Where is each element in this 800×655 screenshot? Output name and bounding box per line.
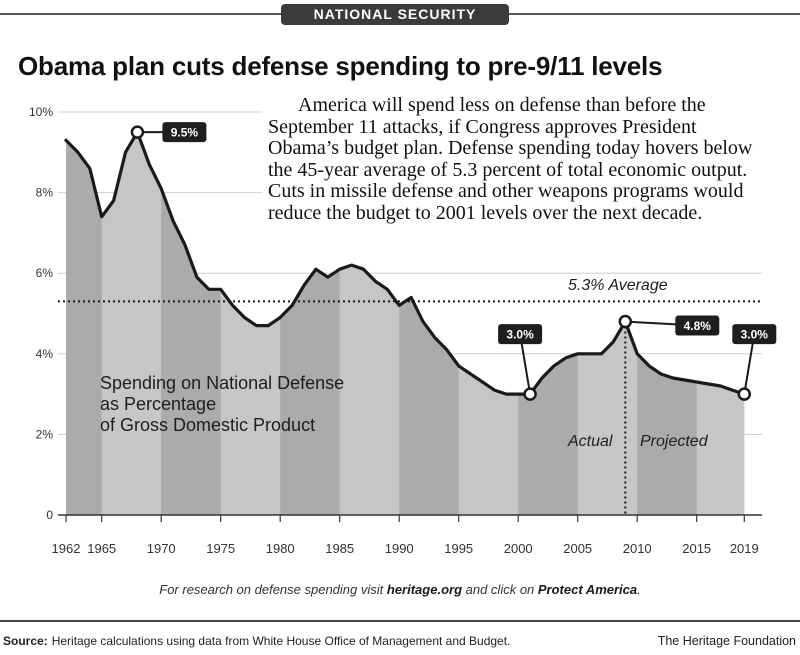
y-tick-label: 0 [46,508,53,522]
x-tick-label: 1990 [385,541,414,556]
research-note-suffix: . [637,582,641,597]
description-line: America will spend less on defense than … [298,94,706,116]
x-tick-label: 2000 [504,541,533,556]
annotation: 3.0% [498,324,543,401]
y-tick-label: 2% [36,427,54,441]
series-label-line: as Percentage [100,394,217,414]
x-axis-ticks: 1962 1965 1970 1975 1980 1985 1990 1995 2000 2005… [52,515,759,556]
data-label: 4.8% [684,319,712,333]
y-tick-label: 4% [36,347,54,361]
annotations: 9.5% 3.0% 4.8% 3.0% [130,122,777,401]
projected-label: Projected [640,433,708,450]
source-line: Source: Heritage calculations using data … [3,633,510,649]
highlight-point [130,125,145,139]
x-tick-label: 1962 [52,541,81,556]
actual-label: Actual [568,433,613,450]
x-tick-label: 1975 [206,541,235,556]
data-label: 3.0% [741,328,769,342]
x-tick-label: 1985 [325,541,354,556]
x-tick-label: 1965 [87,541,116,556]
y-axis-ticks: 10% 8% 6% 4% 2% 0 [29,105,53,522]
research-note-middle: and click on [462,582,538,597]
protect-america-text: Protect America [537,582,638,597]
highlight-point [737,387,752,401]
data-label-box [498,324,543,345]
data-label-box [675,315,720,336]
description-line: Obama’s budget plan. Defense spending to… [268,137,753,159]
x-tick-label: 2005 [563,541,592,556]
annotation: 9.5% [130,122,207,143]
highlight-point [523,387,537,401]
data-label: 3.0% [506,328,534,342]
x-tick-label: 2015 [682,541,711,556]
description-paragraph: America will spend less on defense than … [262,94,762,224]
section-banner: NATIONAL SECURITY [281,4,509,25]
research-note-prefix: For research on defense spending visit [159,582,387,597]
highlight-point [618,314,633,329]
description-line: reduce the budget to 2001 levels over th… [268,201,703,224]
y-tick-label: 6% [36,266,54,280]
annotation: 3.0% [732,324,777,401]
annotation: 4.8% [618,314,720,336]
year-band [101,132,162,515]
x-tick-label: 1995 [444,541,473,556]
data-label-box [732,324,777,345]
bottom-rule [0,620,800,622]
data-label: 9.5% [171,126,199,140]
description-line: the 45-year average of 5.3 percent of to… [268,158,748,181]
source-text: Heritage calculations using data from Wh… [51,634,511,648]
x-tick-label: 2019 [730,541,759,556]
x-tick-label: 2010 [623,541,652,556]
x-tick-label: 1980 [266,541,295,556]
series-area [66,132,745,515]
average-label: 5.3% Average [568,277,668,294]
heritage-link-text: heritage.org [386,582,463,597]
series-label: Spending on National Defense as Percenta… [100,373,344,436]
x-tick-label: 1970 [147,541,176,556]
page-title: Obama plan cuts defense spending to pre-… [18,51,663,81]
description-line: Cuts in missile defense and other weapon… [268,180,744,202]
credit: The Heritage Foundation [657,634,796,648]
series-line [64,130,746,396]
data-label-box [162,122,207,143]
series-label-line: of Gross Domestic Product [100,415,316,435]
research-note: For research on defense spending visit h… [0,581,800,599]
description-line: September 11 attacks, if Congress approv… [268,115,697,138]
y-tick-label: 8% [36,186,54,200]
source-label: Source: [3,634,48,648]
series-label-line: Spending on National Defense [100,373,345,393]
y-tick-label: 10% [29,105,53,119]
